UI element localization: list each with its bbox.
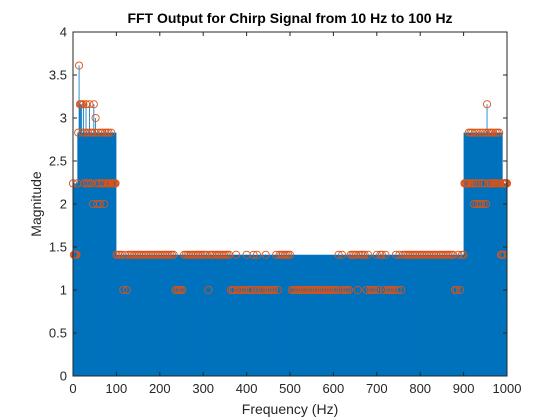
stem-marker [252, 250, 262, 259]
x-tick-label: 1000 [493, 381, 522, 396]
stem-band-3 [463, 132, 503, 376]
y-tick-label: 1 [60, 283, 67, 298]
x-tick-label: 200 [149, 381, 171, 396]
y-tick-label: 3 [60, 111, 67, 126]
x-tick-label: 500 [279, 381, 301, 396]
stem-marker [393, 285, 402, 295]
y-axis-label: Magnitude [28, 171, 44, 237]
x-tick-label: 400 [236, 381, 258, 396]
stem-marker [90, 128, 99, 137]
y-tick-label: 0.5 [49, 326, 67, 341]
y-tick-label: 1.5 [49, 240, 67, 255]
stem-marker [338, 250, 347, 259]
stem-marker [88, 128, 97, 137]
stem-marker [122, 285, 131, 295]
y-tick-label: 0 [60, 369, 67, 384]
stem-marker [107, 128, 116, 137]
stem-marker [178, 285, 187, 295]
x-tick-label: 300 [192, 381, 214, 396]
x-tick-label: 800 [409, 381, 431, 396]
stem-marker [111, 179, 120, 188]
chart-title: FFT Output for Chirp Signal from 10 Hz t… [127, 10, 452, 26]
stem-marker [397, 285, 406, 295]
stem-marker [87, 179, 96, 188]
y-tick-label: 4 [60, 25, 67, 40]
x-tick-label: 100 [106, 381, 128, 396]
x-tick-label: 0 [69, 381, 76, 396]
stem-marker [285, 250, 295, 259]
stem-band-0 [73, 183, 78, 376]
y-tick-label: 3.5 [49, 68, 67, 83]
stem-markers [68, 61, 512, 295]
stem-marker [371, 285, 380, 295]
stem-marker [79, 100, 88, 109]
stem-marker [476, 128, 485, 137]
stem-marker [78, 128, 87, 137]
stem-marker [334, 250, 343, 259]
stem-marker [372, 250, 381, 259]
stem-marker [261, 250, 270, 259]
stem-marker [364, 250, 373, 259]
x-tick-label: 600 [323, 381, 345, 396]
stem-marker [495, 128, 504, 137]
stem-marker [169, 250, 178, 259]
stem-marker [249, 250, 258, 259]
stem-marker [91, 113, 100, 123]
stem-marker [381, 250, 390, 259]
x-axis-label: Frequency (Hz) [242, 401, 338, 417]
stem-marker [468, 128, 477, 137]
stem-marker [482, 100, 492, 109]
stem-lines [72, 65, 508, 376]
stem-marker [480, 179, 489, 188]
stem-marker [100, 199, 109, 209]
stem-marker [353, 285, 362, 295]
stem-marker [98, 128, 107, 137]
stem-marker [479, 199, 488, 209]
stem-marker [482, 199, 491, 209]
stem-marker [377, 250, 387, 259]
stem-marker [204, 285, 213, 295]
stem-marker [489, 128, 498, 137]
stem-marker [81, 100, 91, 109]
stem-marker [476, 199, 486, 209]
stem-marker [84, 179, 93, 188]
stem-marker [474, 179, 483, 188]
stem-marker [473, 128, 482, 137]
stem-marker [344, 285, 354, 295]
stem-marker [481, 128, 490, 137]
stem-marker [452, 285, 461, 295]
stem-marker [459, 250, 468, 259]
x-tick-label: 900 [453, 381, 475, 396]
stem-marker [89, 100, 98, 109]
y-tick-label: 2.5 [49, 154, 67, 169]
stem-marker [470, 128, 479, 137]
plot-area: 0 100 200 300 400 500 600 700 800 900 1000 0 0.5 1 1.… [49, 25, 522, 397]
stem-marker [273, 285, 282, 295]
stem-marker [85, 100, 94, 109]
stem-marker [449, 250, 458, 259]
stem-marker [119, 285, 128, 295]
y-ticks: 0 0.5 1 1.5 2 2.5 3 3.5 4 [49, 25, 507, 384]
stem-marker [75, 61, 84, 70]
stem-marker [374, 285, 383, 295]
stem-marker [95, 199, 104, 209]
stem-marker [232, 250, 241, 259]
stem-marker [471, 179, 480, 188]
stem-marker [454, 250, 463, 259]
stem-band-1 [77, 132, 117, 376]
stem-band-4 [502, 183, 507, 376]
x-tick-label: 700 [366, 381, 388, 396]
stem-marker [270, 285, 279, 295]
stem-marker [360, 250, 369, 259]
stem-marker [104, 128, 113, 137]
y-tick-label: 2 [60, 197, 67, 212]
stem-marker [469, 179, 478, 188]
stem-marker [456, 285, 465, 295]
x-ticks: 0 100 200 300 400 500 600 700 800 900 1000 [69, 32, 521, 396]
